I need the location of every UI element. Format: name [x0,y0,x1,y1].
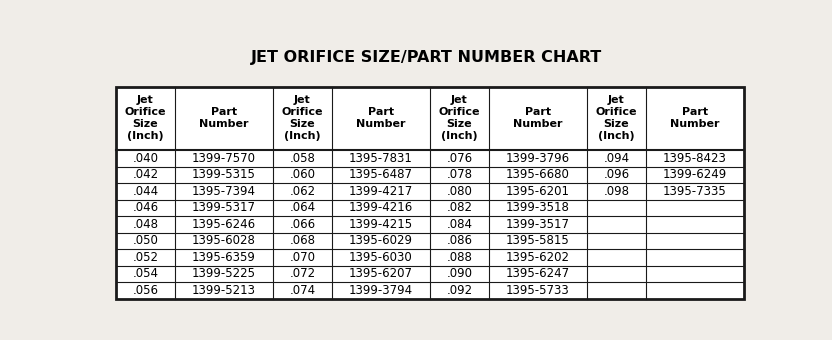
Text: .084: .084 [447,218,473,231]
Text: .052: .052 [132,251,158,264]
Text: 1399-3794: 1399-3794 [349,284,413,297]
Text: .044: .044 [132,185,159,198]
Text: Part
Number: Part Number [199,107,249,130]
Text: 1395-8423: 1395-8423 [663,152,727,165]
Text: .070: .070 [290,251,315,264]
Text: .086: .086 [447,235,473,248]
Bar [116,150,744,299]
Text: 1399-6249: 1399-6249 [663,169,727,182]
Text: Jet
Orifice
Size
(Inch): Jet Orifice Size (Inch) [282,96,323,141]
Text: 1395-6201: 1395-6201 [506,185,570,198]
Text: 1395-5815: 1395-5815 [506,235,570,248]
Text: 1399-4215: 1399-4215 [349,218,413,231]
Text: 1395-6207: 1395-6207 [349,268,413,280]
Text: .088: .088 [447,251,473,264]
Text: .056: .056 [132,284,158,297]
Text: .042: .042 [132,169,159,182]
Text: 1399-4216: 1399-4216 [349,202,413,215]
Text: 1399-5213: 1399-5213 [192,284,256,297]
Text: .048: .048 [132,218,158,231]
Text: Part
Number: Part Number [513,107,562,130]
Text: 1399-5317: 1399-5317 [192,202,256,215]
Text: 1395-6487: 1395-6487 [349,169,413,182]
Text: .078: .078 [447,169,473,182]
Text: 1399-5225: 1399-5225 [192,268,256,280]
Text: .074: .074 [290,284,315,297]
Text: 1399-5315: 1399-5315 [192,169,256,182]
Bar [116,87,744,299]
Text: .040: .040 [132,152,158,165]
Text: 1395-6202: 1395-6202 [506,251,570,264]
Text: 1395-6029: 1395-6029 [349,235,413,248]
Text: Jet
Orifice
Size
(Inch): Jet Orifice Size (Inch) [125,96,166,141]
Text: .066: .066 [290,218,315,231]
Text: .060: .060 [290,169,315,182]
Text: .054: .054 [132,268,158,280]
Text: 1399-3517: 1399-3517 [506,218,570,231]
Text: 1399-7570: 1399-7570 [192,152,256,165]
Text: Jet
Orifice
Size
(Inch): Jet Orifice Size (Inch) [438,96,480,141]
Text: .082: .082 [447,202,473,215]
Text: .058: .058 [290,152,315,165]
Text: 1395-6359: 1395-6359 [192,251,256,264]
Text: JET ORIFICE SIZE/PART NUMBER CHART: JET ORIFICE SIZE/PART NUMBER CHART [250,50,602,65]
Text: .094: .094 [603,152,630,165]
Bar [116,87,744,150]
Text: .090: .090 [447,268,473,280]
Text: .068: .068 [290,235,315,248]
Text: Part
Number: Part Number [356,107,406,130]
Text: 1399-4217: 1399-4217 [349,185,413,198]
Text: .062: .062 [290,185,315,198]
Text: 1395-6030: 1395-6030 [349,251,413,264]
Text: .050: .050 [132,235,158,248]
Text: 1395-6028: 1395-6028 [192,235,256,248]
Text: 1395-6247: 1395-6247 [506,268,570,280]
Text: 1395-7394: 1395-7394 [192,185,256,198]
Text: .098: .098 [603,185,630,198]
Text: .072: .072 [290,268,315,280]
Text: 1395-5733: 1395-5733 [506,284,570,297]
Text: .076: .076 [447,152,473,165]
Text: Part
Number: Part Number [671,107,720,130]
Text: .080: .080 [447,185,473,198]
Text: 1399-3518: 1399-3518 [506,202,570,215]
Text: 1395-6680: 1395-6680 [506,169,570,182]
Text: 1395-7831: 1395-7831 [349,152,413,165]
Text: 1399-3796: 1399-3796 [506,152,570,165]
Text: 1395-7335: 1395-7335 [663,185,727,198]
Text: .064: .064 [290,202,315,215]
Text: 1395-6246: 1395-6246 [192,218,256,231]
Text: .096: .096 [603,169,630,182]
Text: Jet
Orifice
Size
(Inch): Jet Orifice Size (Inch) [596,96,637,141]
Text: .046: .046 [132,202,159,215]
Text: .092: .092 [447,284,473,297]
